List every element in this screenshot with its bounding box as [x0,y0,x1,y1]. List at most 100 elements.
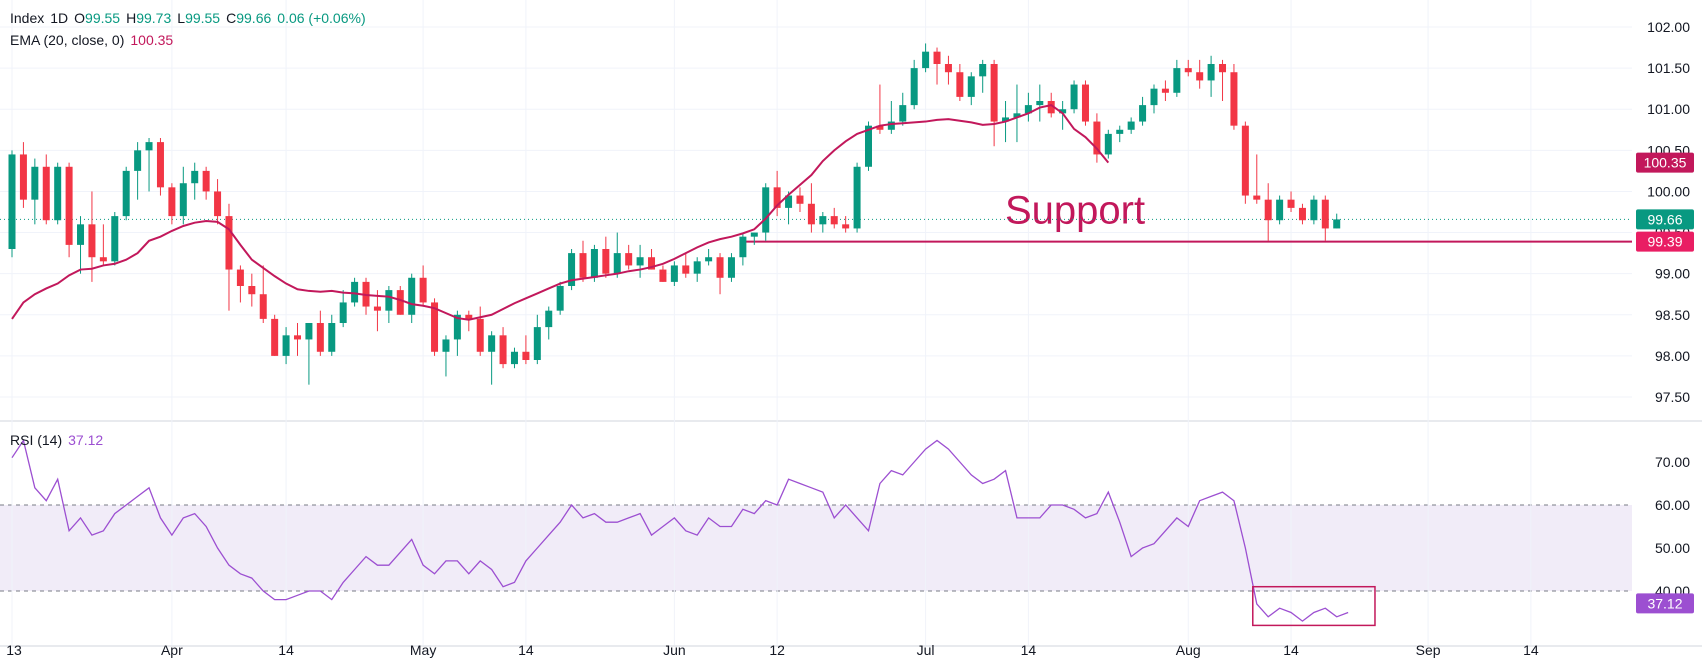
time-tick-label: 12 [769,642,785,658]
candle-body [1276,199,1284,221]
open-value: 99.55 [85,10,121,26]
price-tick-label: 97.50 [1655,389,1690,405]
candle-body [453,314,461,340]
candle-body [19,154,27,200]
candle-body [42,166,50,221]
candle-body [762,187,770,233]
price-tick-label: 102.00 [1647,19,1690,35]
support-annotation: Support [1005,189,1145,233]
price-tag [1636,231,1694,252]
price-tag [1636,209,1694,230]
time-tick-label: Aug [1176,642,1201,658]
candle-body [865,125,872,167]
rsi-legend: RSI (14) 37.12 [10,432,103,448]
candle-body [168,187,176,217]
candle-body [271,318,279,356]
candle-body [351,281,359,303]
candle-body [682,265,690,274]
candle-body [191,170,199,184]
candle-body [1081,84,1089,122]
candle-body [842,224,850,229]
candle-body [328,322,336,352]
candle-body [1093,121,1101,155]
open-label: O [74,10,86,26]
time-tick-label: 13 [6,642,22,658]
candle-body [1241,125,1249,196]
price-tick-label: 99.00 [1655,266,1690,282]
candle-body [1196,72,1204,81]
candle-body [179,183,187,217]
symbol-name[interactable]: Index [10,10,45,26]
ema-line [11,104,1110,321]
rsi-label[interactable]: RSI (14) [10,432,63,448]
time-tick-label: 14 [1283,642,1299,658]
candle-body [899,105,907,122]
candle-body [214,191,222,217]
candle-body [1321,199,1329,229]
candle-body [956,72,964,97]
candle-body [54,166,62,221]
rsi-tick-label: 60.00 [1655,497,1690,513]
time-tick-label: 14 [518,642,534,658]
candle-body [819,216,827,225]
price-tick-label: 98.50 [1655,307,1690,323]
candle-body [259,294,267,319]
price-tag-label: 99.66 [1647,211,1682,227]
candle-body [1150,88,1158,106]
ohlc-legend: Index 1D O99.55 H99.73 L99.55 C99.66 0.0… [10,10,366,26]
candle-body [830,216,838,225]
candle-body [693,261,701,274]
candle-body [853,166,861,229]
candle-body [1298,207,1306,221]
candle-body [922,51,930,69]
candle-body [77,224,85,245]
candle-body [636,257,644,266]
rsi-tag-label: 37.12 [1647,595,1682,611]
ema-value: 100.35 [130,32,174,48]
candle-body [1253,195,1261,200]
candle-body [727,257,735,278]
candle-body [510,351,518,365]
candle-body [590,248,598,278]
candle-body [910,68,918,106]
candle-body [499,335,507,365]
time-tick-label: 14 [278,642,294,658]
candle-body [339,302,347,323]
candle-body [613,253,621,274]
candle-body [796,195,804,204]
candle-body [294,335,301,340]
candle-body [31,166,39,200]
candle-body [568,253,576,286]
candle-body [122,170,130,217]
price-tick-label: 98.00 [1655,348,1690,364]
candle-body [670,265,678,282]
candle-body [408,277,416,315]
price-tag-label: 99.39 [1647,234,1682,250]
candle-body [1047,100,1055,114]
candle-body [282,335,290,356]
candle-body [99,257,107,262]
candle-body [1002,117,1010,122]
low-label: L [177,10,186,26]
ema-label[interactable]: EMA (20, close, 0) [10,32,125,48]
rsi-tick-label: 70.00 [1655,454,1690,470]
candle-body [556,285,564,311]
candle-body [967,76,975,97]
candle-body [739,236,747,258]
candle-body [625,253,633,266]
candle-body [202,170,210,192]
price-tag [1636,152,1694,173]
candle-body [705,257,713,262]
candle-body [1230,72,1238,126]
candle-body [385,290,393,311]
candle-body [8,154,16,249]
candle-body [1024,105,1032,114]
candle-body [1059,109,1067,114]
rsi-band [0,505,1632,591]
candle-body [933,51,941,64]
candle-body [602,248,610,274]
candle-body [785,195,793,208]
price-tick-label: 101.00 [1647,101,1690,117]
